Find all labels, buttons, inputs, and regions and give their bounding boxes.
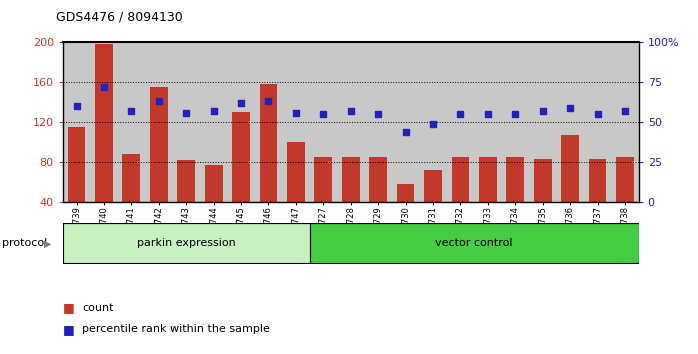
Text: ■: ■ bbox=[63, 323, 75, 336]
Point bbox=[373, 111, 384, 117]
Point bbox=[263, 98, 274, 104]
Point bbox=[537, 108, 548, 114]
Bar bbox=[255, 42, 282, 202]
Point bbox=[619, 108, 630, 114]
Bar bbox=[314, 157, 332, 241]
Text: count: count bbox=[82, 303, 114, 313]
Bar bbox=[556, 42, 584, 202]
Bar bbox=[90, 42, 118, 202]
Bar bbox=[369, 157, 387, 241]
Bar bbox=[584, 42, 611, 202]
Bar bbox=[479, 157, 497, 241]
Bar bbox=[561, 135, 579, 241]
Bar bbox=[447, 42, 474, 202]
Bar bbox=[232, 112, 250, 241]
Bar bbox=[63, 42, 90, 202]
Text: parkin expression: parkin expression bbox=[137, 238, 236, 249]
Point bbox=[510, 111, 521, 117]
Bar bbox=[534, 159, 551, 241]
Point bbox=[126, 108, 137, 114]
Bar bbox=[419, 42, 447, 202]
Bar bbox=[310, 223, 639, 264]
Point bbox=[208, 108, 219, 114]
Point bbox=[400, 129, 411, 135]
Bar bbox=[122, 154, 140, 241]
Bar bbox=[342, 157, 359, 241]
Text: ■: ■ bbox=[63, 302, 75, 314]
Bar bbox=[95, 45, 113, 241]
Point bbox=[455, 111, 466, 117]
Bar bbox=[396, 184, 415, 241]
Bar bbox=[205, 165, 223, 241]
Bar bbox=[150, 87, 168, 241]
Point bbox=[318, 111, 329, 117]
Bar bbox=[287, 142, 305, 241]
Bar bbox=[424, 170, 442, 241]
Text: vector control: vector control bbox=[436, 238, 513, 249]
Bar bbox=[282, 42, 310, 202]
Bar bbox=[392, 42, 419, 202]
Bar bbox=[118, 42, 145, 202]
Point bbox=[98, 84, 110, 90]
Bar bbox=[502, 42, 529, 202]
Point bbox=[71, 103, 82, 109]
Bar bbox=[177, 160, 195, 241]
Point bbox=[482, 111, 493, 117]
Bar bbox=[228, 42, 255, 202]
Bar bbox=[611, 42, 639, 202]
Bar bbox=[506, 157, 524, 241]
Bar bbox=[474, 42, 502, 202]
Bar bbox=[310, 42, 337, 202]
Bar bbox=[145, 42, 172, 202]
Point bbox=[290, 110, 302, 115]
Bar bbox=[200, 42, 228, 202]
Point bbox=[181, 110, 192, 115]
Bar bbox=[68, 127, 85, 241]
Bar bbox=[172, 42, 200, 202]
Bar bbox=[529, 42, 556, 202]
Bar bbox=[260, 84, 277, 241]
Bar bbox=[364, 42, 392, 202]
Point bbox=[592, 111, 603, 117]
Point bbox=[153, 98, 164, 104]
Bar bbox=[63, 223, 310, 264]
Text: protocol: protocol bbox=[2, 238, 47, 249]
Text: ▶: ▶ bbox=[44, 238, 52, 249]
Text: GDS4476 / 8094130: GDS4476 / 8094130 bbox=[56, 11, 183, 24]
Bar bbox=[337, 42, 364, 202]
Point bbox=[427, 121, 438, 127]
Bar bbox=[452, 157, 469, 241]
Point bbox=[345, 108, 356, 114]
Bar bbox=[588, 159, 607, 241]
Point bbox=[565, 105, 576, 110]
Text: percentile rank within the sample: percentile rank within the sample bbox=[82, 324, 270, 334]
Bar bbox=[616, 157, 634, 241]
Point bbox=[235, 100, 246, 106]
